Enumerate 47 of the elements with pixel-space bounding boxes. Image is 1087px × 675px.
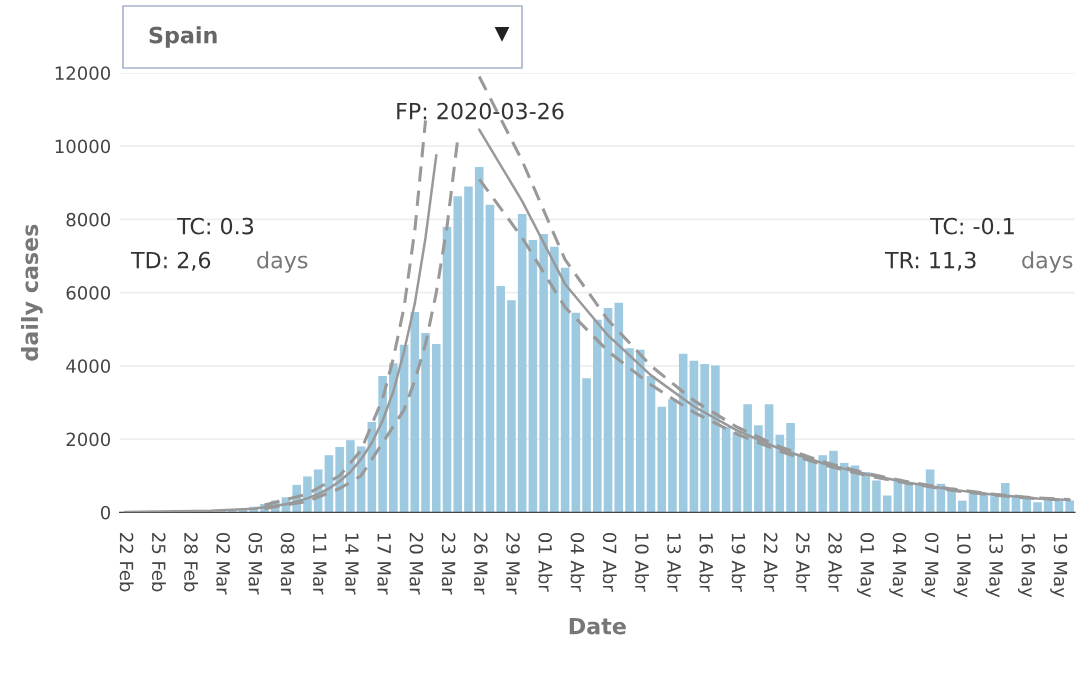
- annotation: TC: -0.1: [930, 217, 1014, 235]
- x-tick-label: 10 May: [953, 533, 971, 598]
- x-tick-label: 25 Feb: [151, 533, 166, 592]
- x-tick-label: 02 Mar: [216, 532, 230, 595]
- x-tick-label: 01 May: [856, 532, 875, 598]
- x-tick-label: 28 Feb: [184, 533, 199, 592]
- x-tick-label: 20 Mar: [409, 533, 424, 595]
- x-tick-label: 07 May: [921, 532, 939, 598]
- x-tick-label: 13 May: [985, 533, 1003, 598]
- x-tick-label: 16 May: [1018, 533, 1036, 598]
- annotation: TR: 11,3: [884, 251, 976, 271]
- x-tick-label: 26 Mar: [473, 533, 488, 595]
- x-tick-label: 10 Abr: [635, 533, 649, 592]
- x-tick-label: 22 Abr: [763, 533, 778, 592]
- x-tick-label: 25 Abr: [796, 533, 811, 592]
- x-tick-label: 14 Mar: [345, 533, 359, 595]
- x-tick-label: 17 Mar: [377, 533, 391, 595]
- text: Spain: [149, 26, 217, 48]
- x-tick-label: 28 Abr: [828, 533, 843, 592]
- x-tick-label: 13 Abr: [667, 533, 682, 592]
- x-tick-label: 01 Abr: [538, 532, 553, 592]
- y-tick-label: 6000: [66, 286, 111, 300]
- x-tick-label: 04 May: [889, 532, 907, 598]
- x-axis-title: Date: [569, 617, 626, 635]
- x-tick-label: 08 Mar: [280, 532, 295, 595]
- x-tick-label: 19 Abr: [731, 533, 746, 592]
- x-tick-label: 05 Mar: [248, 532, 263, 595]
- x-tick-label: 19 May: [1050, 533, 1068, 598]
- y-tick-label: 0: [100, 505, 111, 520]
- x-tick-label: 23 Mar: [441, 533, 456, 595]
- x-tick-label: 29 Mar: [506, 533, 520, 595]
- y-tick-label: 12000: [55, 66, 111, 81]
- annotation: days: [257, 251, 308, 273]
- annotation: days: [1022, 251, 1073, 273]
- annotation: FP: 2020-03-26: [397, 102, 564, 120]
- x-tick-label: 04 Abr: [570, 532, 585, 592]
- y-tick-label: 2000: [66, 432, 111, 447]
- x-tick-label: 07 Abr: [602, 532, 617, 592]
- x-tick-label: 22 Feb: [119, 533, 134, 592]
- y-tick-label: 4000: [66, 359, 111, 373]
- y-tick-label: 8000: [66, 212, 111, 227]
- x-tick-label: 16 Abr: [699, 533, 714, 592]
- x-tick-label: 11 Mar: [312, 533, 327, 595]
- annotation: TD: 2,6: [130, 251, 211, 271]
- y-axis-title: daily cases: [21, 224, 43, 361]
- annotation: TC: 0.3: [177, 217, 254, 235]
- y-tick-label: 10000: [55, 139, 111, 154]
